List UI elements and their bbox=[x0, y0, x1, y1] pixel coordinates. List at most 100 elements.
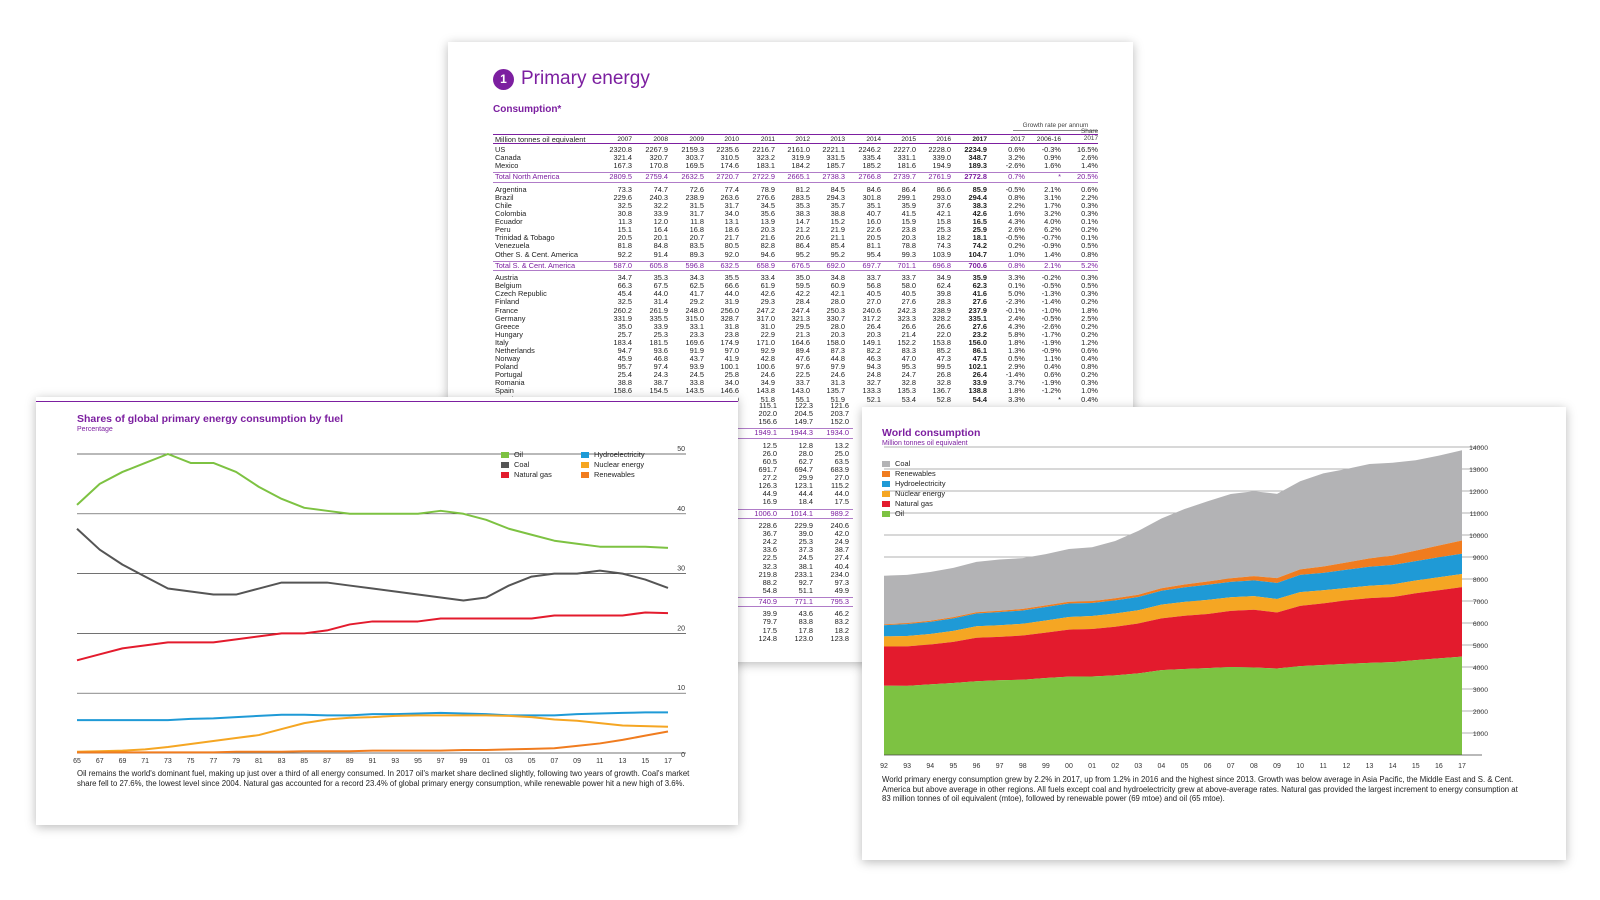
table-cell: 335.1 bbox=[968, 313, 988, 323]
table-cell: 21.1 bbox=[830, 233, 845, 243]
row-label: Argentina bbox=[495, 184, 527, 194]
table-cell: 3.7% bbox=[1008, 378, 1025, 388]
table-cell: 219.8 bbox=[758, 569, 778, 579]
table-row: Trinidad & Tobago 20.5 20.1 20.7 21.7 21.6 20.… bbox=[493, 234, 1098, 242]
table-cell: 31.5 bbox=[689, 200, 704, 210]
table-cell: 133.3 bbox=[862, 386, 882, 396]
table-cell: 771.1 bbox=[794, 596, 814, 606]
table-cell: 276.6 bbox=[756, 192, 776, 202]
series-line-oil bbox=[76, 453, 669, 549]
row-label: Total North America bbox=[495, 172, 560, 182]
x-tick-label: 77 bbox=[209, 758, 217, 765]
table-cell: 2.4% bbox=[1008, 313, 1025, 323]
table-cell: 67.5 bbox=[653, 281, 668, 291]
table-cell: 15.8 bbox=[936, 217, 951, 227]
table-cell: 78.9 bbox=[760, 184, 775, 194]
table-cell: 39.9 bbox=[762, 609, 777, 619]
table-cell: 91.9 bbox=[689, 345, 704, 355]
legend-item: Nuclear energy bbox=[581, 460, 671, 470]
legend-swatch bbox=[882, 481, 890, 487]
table-cell: 0.6% bbox=[1081, 184, 1098, 194]
row-label: Chile bbox=[495, 200, 512, 210]
table-cell: 103.9 bbox=[932, 249, 952, 259]
table-cell: -1.0% bbox=[1041, 305, 1061, 315]
table-cell: -0.1% bbox=[1005, 305, 1025, 315]
world-consumption-chart: 1000200030004000500060007000800090001000… bbox=[880, 445, 1488, 770]
table-cell: 27.6 bbox=[901, 297, 916, 307]
table-cell: 330.7 bbox=[826, 313, 846, 323]
table-cell: 2216.7 bbox=[752, 145, 775, 154]
table-header-row: Million tonnes oil equivalent 2007 2008 20… bbox=[493, 134, 1098, 145]
table-cell: 26.6 bbox=[901, 321, 916, 331]
table-cell: 260.2 bbox=[613, 305, 633, 315]
table-cell: 1.0% bbox=[1081, 386, 1098, 396]
table-cell: 3.2% bbox=[1008, 153, 1025, 163]
row-label: Trinidad & Tobago bbox=[495, 233, 555, 243]
column-header: 2017 bbox=[972, 136, 987, 143]
table-cell: 123.8 bbox=[830, 633, 850, 643]
table-cell: 66.3 bbox=[617, 281, 632, 291]
table-row: Romania 38.8 38.7 33.8 34.0 34.9 33.7 31.3 32.7 3… bbox=[493, 379, 1098, 387]
table-row: 212.512.813.2 bbox=[723, 441, 853, 450]
fuel-share-caption: Oil remains the world's dominant fuel, m… bbox=[77, 769, 690, 788]
table-cell: 42.8 bbox=[760, 354, 775, 364]
table-row: Netherlands 94.7 93.6 91.9 97.0 92.9 89.4 87.3 8… bbox=[493, 345, 1098, 355]
table-cell: 56.8 bbox=[866, 281, 881, 291]
table-cell: 596.8 bbox=[685, 260, 705, 270]
table-cell: 171.0 bbox=[756, 337, 776, 347]
table-cell: 152.2 bbox=[897, 337, 917, 347]
legend-swatch bbox=[882, 491, 890, 497]
table-cell: 18.4 bbox=[798, 497, 813, 507]
table-cell: 34.9 bbox=[760, 378, 775, 388]
table-cell: 31.3 bbox=[830, 378, 845, 388]
table-cell: 0.2% bbox=[1081, 297, 1098, 307]
table-cell: 2809.5 bbox=[609, 172, 632, 182]
x-tick-label: 17 bbox=[664, 758, 672, 765]
table-cell: 242.3 bbox=[897, 305, 917, 315]
table-cell: 2246.2 bbox=[858, 145, 881, 154]
table-cell: 17.5 bbox=[834, 497, 849, 507]
world-consumption-legend: Coal Renewables Hydroelectricity Nuclear en… bbox=[882, 459, 1002, 519]
table-cell: 250.3 bbox=[826, 305, 846, 315]
table-cell: 34.7 bbox=[617, 273, 632, 283]
table-cell: 22.5 bbox=[795, 370, 810, 380]
world-consumption-chart-subtitle: Million tonnes oil equivalent bbox=[882, 440, 968, 447]
table-cell: 84.6 bbox=[866, 184, 881, 194]
table-cell: 20.6 bbox=[795, 233, 810, 243]
table-cell: 6.2% bbox=[1044, 225, 1061, 235]
table-cell: 121.6 bbox=[830, 401, 850, 410]
column-header: 2007 bbox=[617, 136, 632, 143]
legend-label: Oil bbox=[895, 509, 905, 518]
table-cell: -0.5% bbox=[1005, 233, 1025, 243]
table-cell: 78.8 bbox=[901, 241, 916, 251]
row-label: Mexico bbox=[495, 161, 519, 171]
table-row: Portugal 25.4 24.3 24.5 25.8 24.6 22.5 24.6 24.8… bbox=[493, 371, 1098, 379]
table-cell: 183.1 bbox=[756, 161, 776, 171]
table-cell: 16.9 bbox=[762, 497, 777, 507]
table-cell: 22.9 bbox=[760, 329, 775, 339]
x-tick-label: 03 bbox=[1134, 763, 1142, 770]
table-cell: 248.0 bbox=[685, 305, 705, 315]
table-cell: 299.1 bbox=[897, 192, 917, 202]
legend-item: Natural gas bbox=[882, 499, 1002, 509]
x-tick-label: 65 bbox=[73, 758, 81, 765]
table-cell: 15.2 bbox=[830, 217, 845, 227]
table-cell: 31.0 bbox=[760, 321, 775, 331]
table-cell: 632.5 bbox=[720, 260, 740, 270]
table-cell: 696.8 bbox=[932, 260, 952, 270]
table-cell: 21.4 bbox=[901, 329, 916, 339]
table-cell: 0.5% bbox=[1081, 241, 1098, 251]
series-line-renewables bbox=[77, 730, 669, 754]
table-cell: 174.9 bbox=[720, 337, 740, 347]
table-cell: 18.2 bbox=[936, 233, 951, 243]
y-tick-label: 30 bbox=[677, 566, 685, 573]
x-tick-label: 11 bbox=[596, 758, 603, 765]
column-header: 2016 bbox=[936, 136, 951, 143]
table-cell: 35.9 bbox=[901, 200, 916, 210]
table-cell: 58.0 bbox=[901, 281, 916, 291]
table-cell: 77.4 bbox=[724, 184, 739, 194]
y-tick-label: 1000 bbox=[1473, 731, 1488, 738]
legend-swatch bbox=[882, 501, 890, 507]
